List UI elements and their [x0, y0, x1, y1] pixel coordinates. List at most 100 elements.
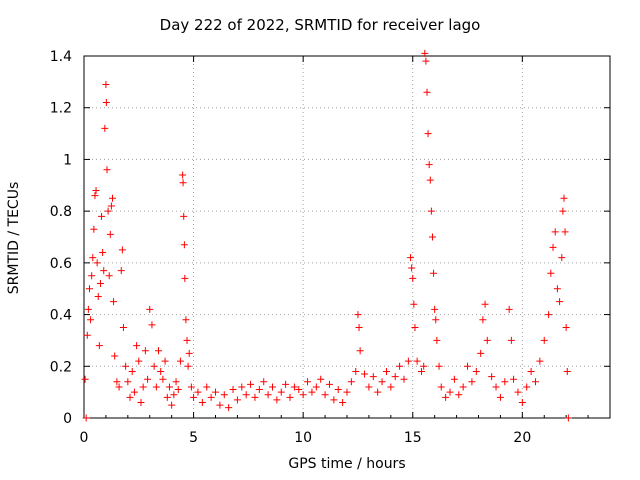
data-point	[408, 264, 416, 272]
data-point	[545, 311, 553, 319]
data-point	[507, 336, 515, 344]
data-point	[312, 383, 320, 391]
data-point	[94, 292, 102, 300]
data-point	[229, 386, 237, 394]
data-point	[559, 207, 567, 215]
data-point	[527, 367, 535, 375]
data-point	[369, 373, 377, 381]
data-point	[391, 373, 399, 381]
data-point	[247, 380, 255, 388]
data-point	[190, 393, 198, 401]
data-point	[133, 342, 141, 350]
data-point	[356, 347, 364, 355]
data-point	[431, 305, 439, 313]
data-point	[382, 367, 390, 375]
x-tick-label: 15	[404, 430, 422, 446]
data-point	[523, 383, 531, 391]
data-point	[531, 378, 539, 386]
data-point	[459, 383, 467, 391]
data-point	[118, 246, 126, 254]
data-point	[407, 254, 415, 262]
y-tick-label: 0.8	[50, 204, 72, 220]
data-point	[139, 383, 147, 391]
data-point	[82, 414, 90, 422]
data-point	[496, 393, 504, 401]
data-point	[277, 388, 285, 396]
data-point	[183, 336, 191, 344]
data-point	[304, 378, 312, 386]
data-point	[176, 357, 184, 365]
data-point	[425, 161, 433, 169]
data-point	[510, 375, 518, 383]
data-point	[111, 352, 119, 360]
data-point	[83, 331, 91, 339]
data-point	[172, 378, 180, 386]
data-point	[181, 274, 189, 282]
data-point	[553, 285, 561, 293]
data-point	[96, 280, 104, 288]
data-point	[98, 212, 106, 220]
data-point	[295, 386, 303, 394]
data-point	[180, 241, 188, 249]
data-point	[400, 375, 408, 383]
data-point	[115, 383, 123, 391]
data-point	[107, 202, 115, 210]
data-point	[194, 388, 202, 396]
data-point	[117, 267, 125, 275]
data-point	[182, 316, 190, 324]
data-point	[424, 130, 432, 138]
data-point	[422, 57, 430, 65]
data-point	[464, 362, 472, 370]
data-point	[144, 375, 152, 383]
data-point	[564, 414, 572, 422]
data-point	[540, 336, 548, 344]
data-point	[137, 398, 145, 406]
data-point	[168, 401, 176, 409]
data-point	[330, 396, 338, 404]
data-point	[468, 378, 476, 386]
data-point	[135, 357, 143, 365]
data-point	[146, 305, 154, 313]
data-point	[88, 272, 96, 280]
data-point	[437, 383, 445, 391]
data-point	[472, 367, 480, 375]
data-point	[152, 383, 160, 391]
data-point	[308, 388, 316, 396]
data-point	[411, 324, 419, 331]
data-point	[113, 378, 121, 386]
data-point	[126, 393, 134, 401]
data-point	[423, 88, 431, 96]
data-point	[299, 391, 307, 399]
data-point	[124, 378, 132, 386]
data-point	[157, 367, 165, 375]
y-tick-label: 0.2	[50, 359, 72, 375]
data-point	[387, 383, 395, 391]
data-point	[514, 388, 522, 396]
data-point	[268, 383, 276, 391]
data-point	[420, 362, 428, 370]
data-point	[242, 391, 250, 399]
y-tick-label: 0	[63, 411, 72, 427]
data-point	[165, 383, 173, 391]
data-point	[170, 391, 178, 399]
data-point	[347, 378, 355, 386]
y-tick-label: 0.4	[50, 308, 72, 324]
data-point	[488, 373, 496, 381]
data-point	[95, 342, 103, 350]
data-point	[558, 254, 566, 262]
data-point	[90, 225, 98, 233]
data-point	[426, 176, 434, 184]
data-point	[442, 393, 450, 401]
data-point	[551, 228, 559, 236]
data-point	[108, 194, 116, 202]
data-point	[563, 367, 571, 375]
data-point	[105, 272, 113, 280]
data-point	[180, 212, 188, 220]
data-point	[187, 383, 195, 391]
data-point	[477, 349, 485, 357]
data-point	[404, 357, 412, 365]
data-point	[92, 186, 100, 194]
data-point	[85, 285, 93, 293]
data-point	[255, 386, 263, 394]
data-point	[260, 378, 268, 386]
